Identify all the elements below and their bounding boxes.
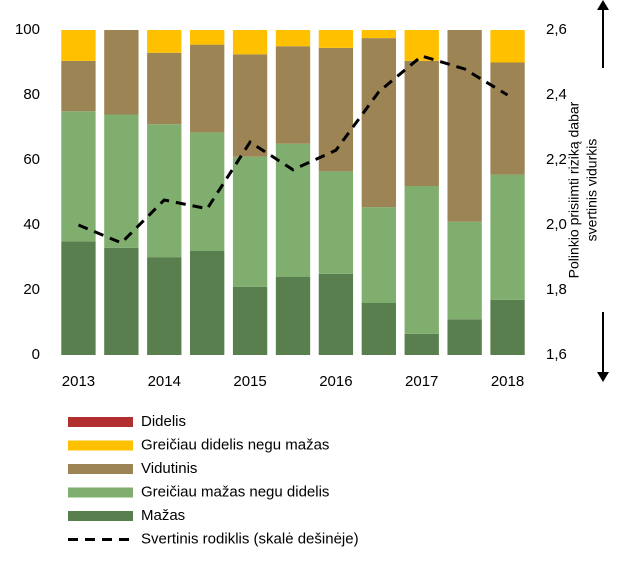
bar-segment <box>404 186 439 334</box>
bar-segment <box>190 44 225 133</box>
y2-title-line: svertinis vidurkis <box>584 139 600 242</box>
bar-segment <box>232 30 268 55</box>
bar-segment <box>447 30 482 222</box>
bar-segment <box>61 111 96 242</box>
x-tick-label: 2015 <box>233 373 266 390</box>
x-tick-label: 2014 <box>148 373 181 390</box>
x-tick-label: 2016 <box>319 373 352 390</box>
bar-segment <box>318 273 354 355</box>
bar-segment <box>147 30 182 53</box>
legend-label: Greičiau didelis negu mažas <box>141 436 329 453</box>
y-tick-label: 80 <box>23 86 40 103</box>
bar-segment <box>490 174 525 300</box>
y2-tick-label: 1,8 <box>546 281 567 298</box>
bar-segment <box>490 62 525 175</box>
y2-tick-label: 2,6 <box>546 21 567 38</box>
legend-swatch <box>68 464 133 474</box>
legend-label: Mažas <box>141 507 185 524</box>
bar-segment <box>61 241 96 355</box>
legend-swatch <box>68 487 133 498</box>
down-arrow-head <box>597 372 609 382</box>
bar-segment <box>104 114 139 248</box>
bar-segment <box>104 247 139 355</box>
bar-segment <box>361 303 396 355</box>
bar-segment <box>404 60 439 186</box>
bar-segment <box>361 207 396 303</box>
bar-segment <box>190 251 225 355</box>
line-series <box>77 54 509 245</box>
bar-segment <box>275 277 311 355</box>
bar-segment <box>147 257 182 355</box>
bar-segment <box>404 30 439 61</box>
bar-segment <box>275 30 311 47</box>
bar-segment <box>318 47 354 172</box>
bar-segment <box>232 54 268 157</box>
bar-segment <box>361 30 396 39</box>
bar-segment <box>361 38 396 208</box>
bar-segment <box>318 171 354 274</box>
bar-segment <box>447 319 482 355</box>
x-tick-label: 2018 <box>491 373 524 390</box>
y2-axis-title: Polinkio prisiimti riziką dabar svertini… <box>566 101 600 278</box>
legend-swatch <box>68 417 133 427</box>
bar-segment <box>232 286 268 355</box>
bar-segment <box>147 124 182 258</box>
bar-segment <box>147 52 182 125</box>
y-tick-label: 100 <box>15 21 40 38</box>
up-arrow-head <box>597 0 609 10</box>
legend-label: Vidutinis <box>141 460 197 477</box>
bar-segment <box>104 30 139 115</box>
y-tick-label: 0 <box>32 346 40 363</box>
y2-tick-label: 2,2 <box>546 151 567 168</box>
bar-segment <box>490 299 525 355</box>
bar-segment <box>61 60 96 112</box>
bar-segment <box>275 46 311 144</box>
bar-segment <box>490 30 525 63</box>
y2-tick-label: 2,0 <box>546 216 567 233</box>
bar-segment <box>232 156 268 287</box>
bar-segment <box>318 30 354 48</box>
y-tick-label: 40 <box>23 216 40 233</box>
bar-segment <box>447 221 482 320</box>
y-tick-label: 60 <box>23 151 40 168</box>
legend-label: Didelis <box>141 413 186 430</box>
y2-tick-label: 1,6 <box>546 346 567 363</box>
legend-swatch <box>68 511 133 521</box>
bar-segment <box>190 30 225 45</box>
y2-title-line: Polinkio prisiimti riziką dabar <box>566 101 582 278</box>
legend-label: Svertinis rodiklis (skalė dešinėje) <box>141 530 359 547</box>
x-tick-label: 2013 <box>62 373 95 390</box>
y2-tick-label: 2,4 <box>546 86 567 103</box>
legend-label: Greičiau mažas negu didelis <box>141 483 329 500</box>
bar-segment <box>404 333 439 355</box>
x-tick-label: 2017 <box>405 373 438 390</box>
y-tick-label: 20 <box>23 281 40 298</box>
legend-swatch <box>68 440 133 451</box>
bar-segment <box>61 30 96 61</box>
